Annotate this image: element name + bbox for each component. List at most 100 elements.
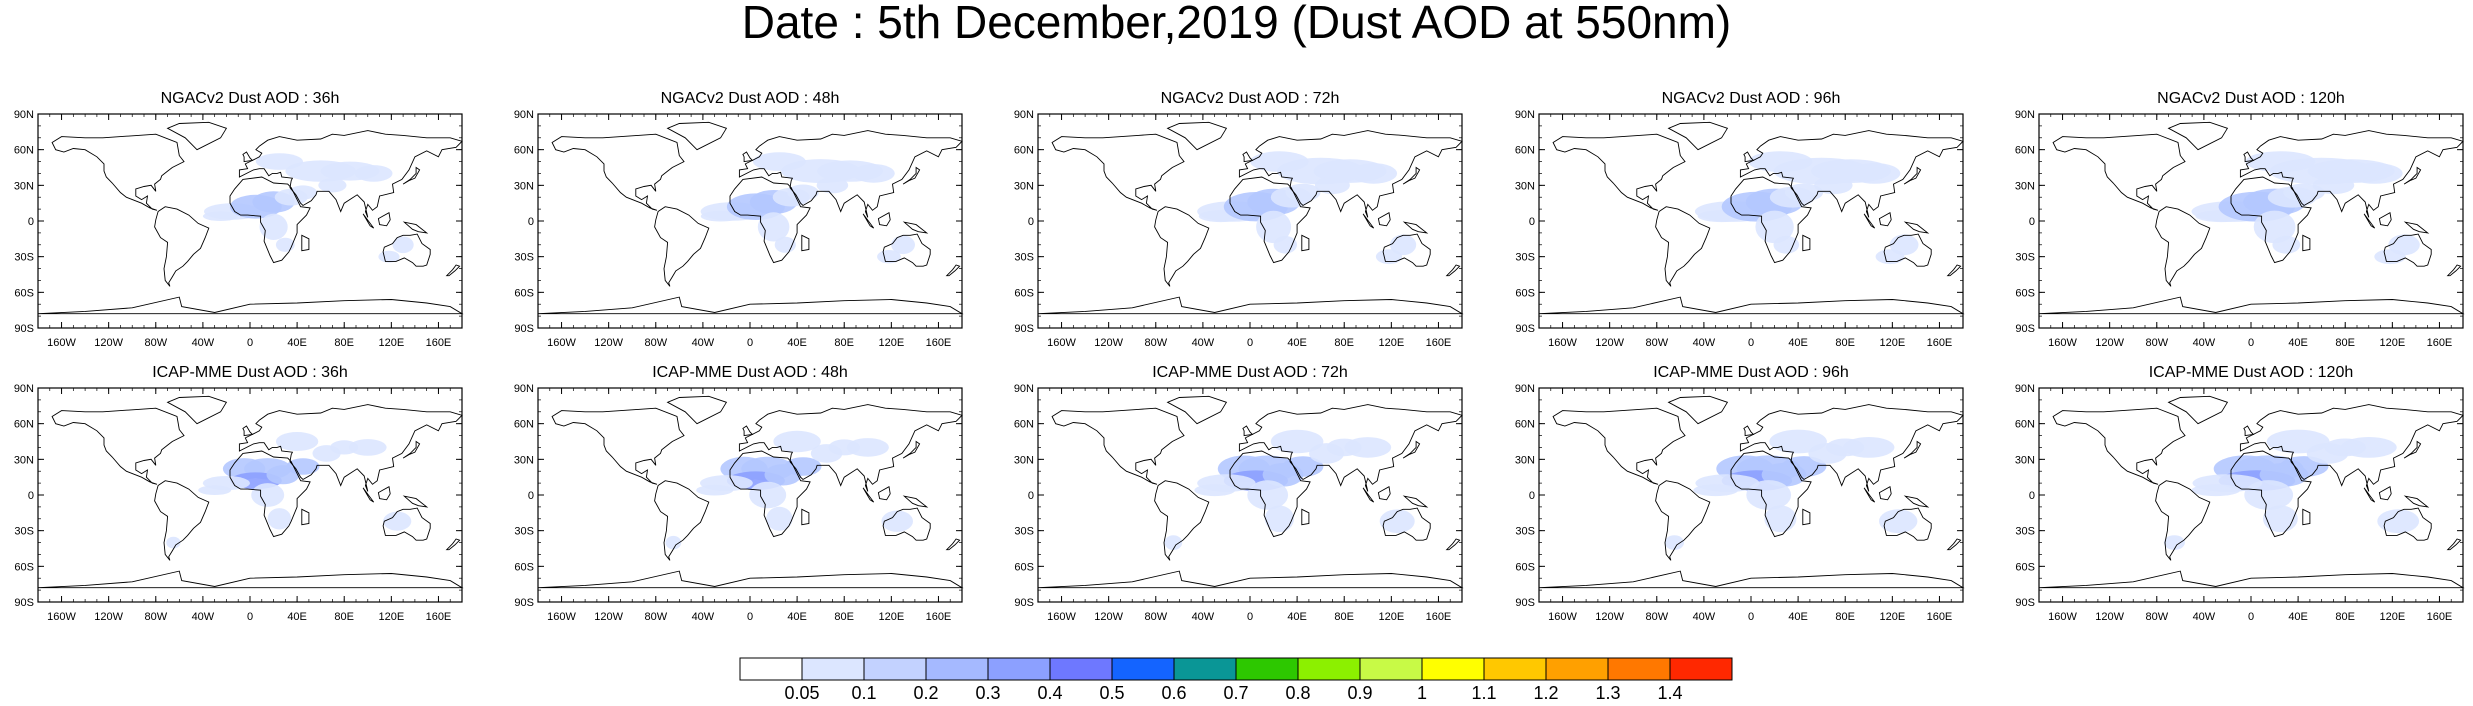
coastline [2230,176,2312,264]
dust-plume [1843,437,1895,458]
land-shape [1905,496,1928,507]
lat-tick-label: 90S [514,597,534,609]
map-panel: NGACv2 Dust AOD : 96h 90N 60N 30N 0 30S 60S 90S… [1515,90,1993,374]
land-shape [1553,408,1685,485]
land-shape [1539,571,1963,588]
land-shape [38,571,462,588]
land-shape [552,408,684,485]
map-panel: NGACv2 Dust AOD : 48h 90N 60N 30N 0 30S 60S 90S… [514,90,992,374]
coastline [654,480,710,561]
lat-tick-label: 60S [1014,287,1034,299]
lat-tick-label: 90S [1515,597,1535,609]
land-shape [1655,206,1710,287]
lon-tick-label: 160E [926,337,952,349]
map-panel: NGACv2 Dust AOD : 36h 90N 60N 30N 0 30S 60S 90S… [14,90,492,374]
coastline [1238,404,1463,492]
lat-tick-label: 90S [2015,323,2035,335]
coastline [801,234,810,252]
lat-tick-label: 60S [1515,561,1535,573]
land-shape [667,122,727,150]
land-shape [1404,222,1427,233]
dust-plume [392,236,414,254]
coastline [1445,264,1461,277]
lon-tick-label: 120W [2095,337,2124,349]
lat-tick-label: 90S [2015,597,2035,609]
lat-tick-label: 30S [14,526,34,538]
coastline [1730,450,1812,538]
dust-plume [259,213,288,240]
world-map-svg: 90N 60N 30N 0 30S 60S 90S 160W 120W 80W 40W 0 40E 80E… [514,383,964,623]
colorbar-swatch [987,657,1051,681]
lat-tick-label: 90S [14,323,34,335]
dust-plume [665,535,682,550]
lon-tick-label: 120E [2379,611,2405,623]
lon-tick-label: 0 [1748,611,1754,623]
land-shape [242,426,253,436]
dust-plume [1693,484,1739,497]
coastline [2230,450,2312,538]
lon-tick-label: 80E [834,337,854,349]
colorbar-swatch [739,657,803,681]
panel-title: NGACv2 Dust AOD : 72h [1160,90,1340,107]
world-map-svg: 90N 60N 30N 0 30S 60S 90S 160W 120W 80W 40W 0 40E 80E… [14,109,464,349]
coastline [729,450,811,538]
land-shape [1802,509,1810,525]
coastline [154,206,210,287]
lat-tick-label: 0 [28,216,34,228]
dust-plume [255,153,303,170]
coastline [902,495,929,508]
land-shape [1802,235,1810,251]
coastline [945,538,961,551]
lon-tick-label: 40W [192,611,215,623]
coastline [1883,233,1932,267]
colorbar-swatch [1669,657,1733,681]
coastline [1538,570,1965,589]
land-shape [52,408,184,485]
coastline [2383,233,2432,267]
lon-tick-label: 120E [1378,611,1404,623]
dust-plume [2340,437,2397,458]
panel-title: ICAP-MME Dust AOD : 48h [652,364,848,381]
coastline [1301,234,1310,252]
lon-tick-label: 0 [1748,337,1754,349]
lon-tick-label: 40E [287,337,307,349]
lon-tick-label: 0 [747,337,753,349]
colorbar-swatch [801,657,865,681]
lon-tick-label: 160E [2427,611,2453,623]
coastline [382,233,431,267]
coastline [902,440,921,459]
dust-plume [166,536,181,549]
land-shape [1553,134,1685,211]
coastline [1883,507,1932,541]
map-panel: ICAP-MME Dust AOD : 120h 90N 60N 30N 0 30S 60S… [2015,364,2473,648]
lat-tick-label: 90S [1515,323,1535,335]
coastline [51,407,185,485]
coastline [742,425,754,437]
lon-tick-label: 160W [47,337,76,349]
lon-tick-label: 120E [878,611,904,623]
lon-tick-label: 160W [1548,611,1577,623]
coastline [2239,404,2464,492]
lon-tick-label: 40E [787,611,807,623]
dust-plume [1755,210,1794,244]
lat-tick-label: 30S [1515,526,1535,538]
coastline [51,133,185,211]
lon-tick-label: 40W [1192,611,1215,623]
lat-tick-label: 90N [1515,109,1535,121]
coastline [1655,206,1711,287]
lon-tick-label: 80W [1645,611,1668,623]
land-shape [1743,426,1754,436]
lon-tick-label: 80W [1144,337,1167,349]
land-shape [2168,396,2228,424]
land-shape [1052,134,1184,211]
world-map-svg: 90N 60N 30N 0 30S 60S 90S 160W 120W 80W 40W 0 40E 80E… [2015,383,2465,623]
coastline [1242,151,1254,163]
dust-plume [2163,535,2185,550]
land-shape [38,297,462,314]
coastline [1878,211,1892,227]
coastline [1903,440,1922,459]
land-shape [1539,297,1963,314]
lat-tick-label: 0 [2029,490,2035,502]
coastline [229,450,311,538]
land-shape [301,235,309,251]
